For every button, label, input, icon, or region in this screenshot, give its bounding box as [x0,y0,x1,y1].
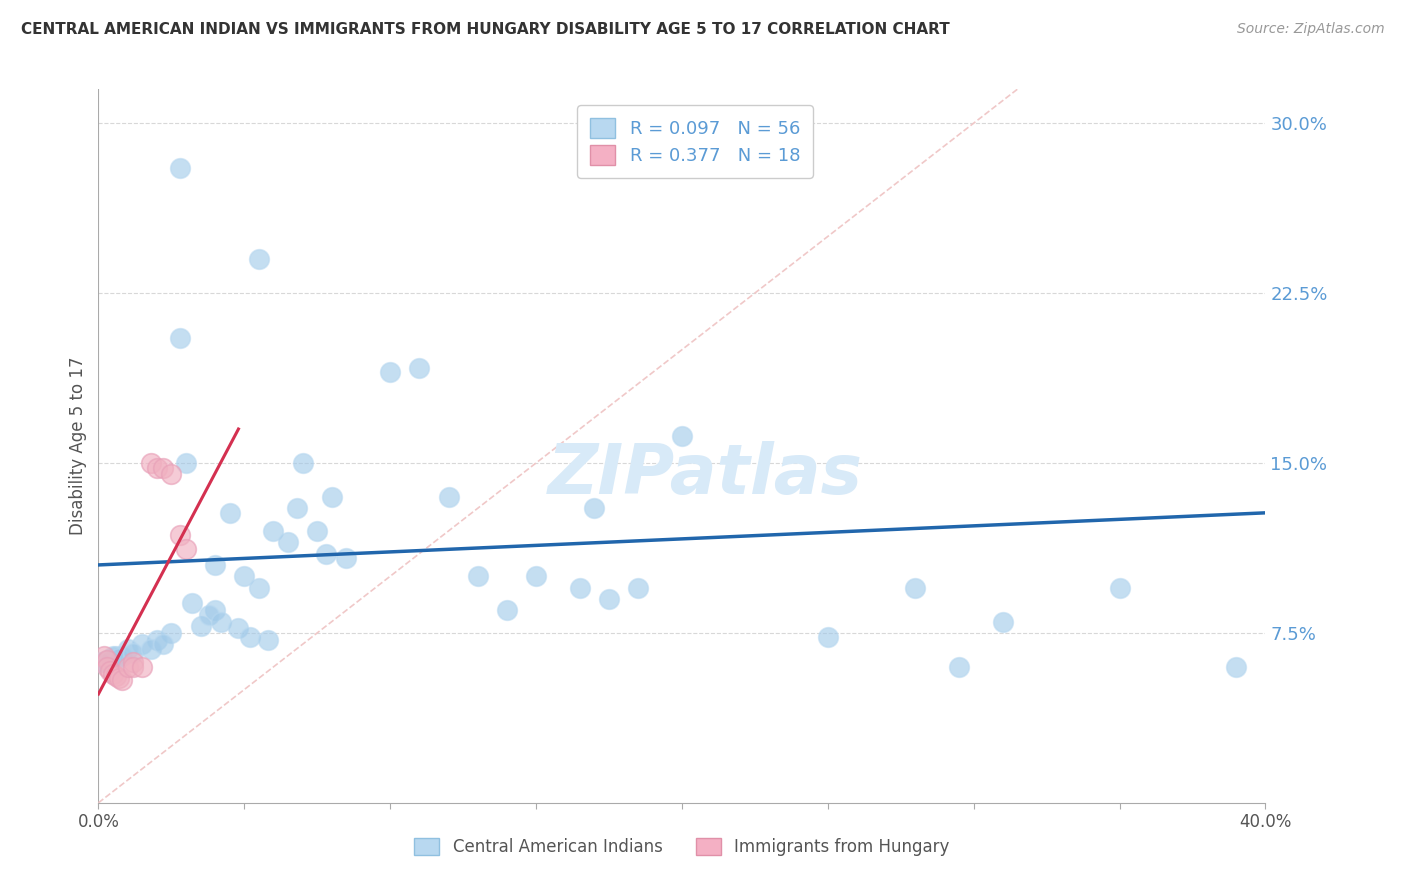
Point [139,456,162,470]
Point [111,673,134,688]
Point [204,558,226,572]
Point [122,646,145,660]
Point [93,656,115,670]
Point [218,506,240,520]
Point [583,501,606,516]
Point [467,569,489,583]
Point [117,660,139,674]
Point [169,331,191,345]
Point [174,456,197,470]
Point [335,551,357,566]
Point [152,460,174,475]
Point [247,252,270,266]
Point [198,607,221,622]
Point [152,637,174,651]
Point [160,467,183,482]
Point [122,660,145,674]
Point [169,161,191,176]
Point [239,631,262,645]
Point [96,660,118,674]
Point [817,631,839,645]
Point [495,603,517,617]
Point [671,429,693,443]
Point [524,569,547,583]
Point [139,641,162,656]
Point [204,603,226,617]
Point [190,619,212,633]
Point [146,460,169,475]
Point [285,501,308,516]
Point [378,365,402,379]
Point [131,660,153,674]
Point [108,671,131,685]
Point [291,456,314,470]
Point [262,524,284,538]
Point [315,547,337,561]
Point [90,656,112,670]
Point [122,656,145,670]
Point [627,581,650,595]
Point [233,569,256,583]
Point [277,535,299,549]
Point [98,653,121,667]
Point [568,581,591,595]
Point [228,621,250,635]
Y-axis label: Disability Age 5 to 17: Disability Age 5 to 17 [69,357,87,535]
Point [96,653,118,667]
Point [1108,581,1130,595]
Point [180,597,202,611]
Point [98,665,121,679]
Text: ZIPatlas: ZIPatlas [548,441,863,508]
Point [108,650,131,665]
Point [96,653,118,667]
Point [598,591,620,606]
Point [991,615,1014,629]
Text: Source: ZipAtlas.com: Source: ZipAtlas.com [1237,22,1385,37]
Legend: Central American Indians, Immigrants from Hungary: Central American Indians, Immigrants fro… [405,828,959,866]
Point [174,542,197,557]
Point [104,648,127,663]
Point [101,666,124,681]
Point [169,528,191,542]
Text: CENTRAL AMERICAN INDIAN VS IMMIGRANTS FROM HUNGARY DISABILITY AGE 5 TO 17 CORREL: CENTRAL AMERICAN INDIAN VS IMMIGRANTS FR… [21,22,950,37]
Point [437,490,460,504]
Point [146,632,169,647]
Point [256,632,278,647]
Point [104,669,127,683]
Point [904,581,927,595]
Point [117,641,139,656]
Point [209,615,232,629]
Point [948,660,970,674]
Point [93,648,115,663]
Point [101,648,124,663]
Point [408,360,430,375]
Point [131,637,153,651]
Point [160,626,183,640]
Point [247,581,270,595]
Point [1225,660,1247,674]
Point [307,524,329,538]
Point [111,648,134,663]
Point [321,490,343,504]
